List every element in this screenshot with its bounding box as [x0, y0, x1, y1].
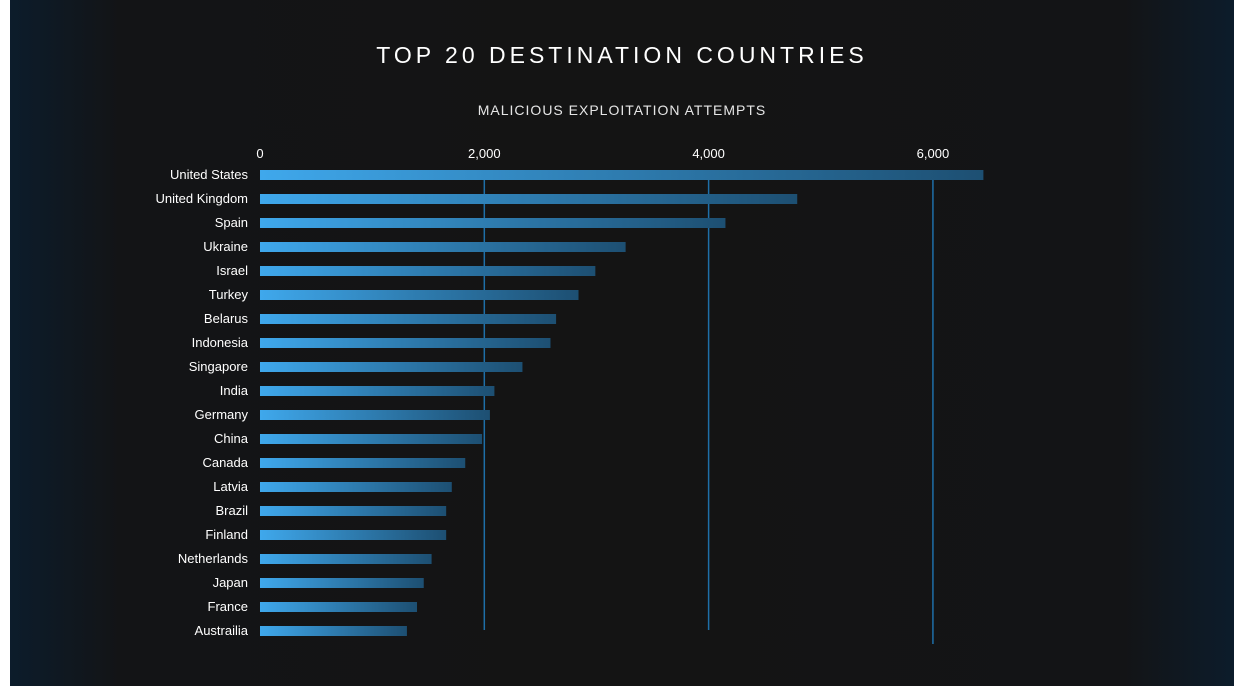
- bar: [260, 170, 984, 180]
- bar: [260, 218, 726, 228]
- category-label: Ukraine: [203, 239, 248, 254]
- x-tick-label: 6,000: [917, 146, 950, 161]
- bar: [260, 266, 596, 276]
- x-tick-label: 2,000: [468, 146, 501, 161]
- bar: [260, 410, 490, 420]
- category-label: Germany: [195, 407, 249, 422]
- bar: [260, 506, 447, 516]
- category-label: Canada: [202, 455, 248, 470]
- chart-subtitle: MALICIOUS EXPLOITATION ATTEMPTS: [477, 102, 767, 118]
- bar: [260, 290, 579, 300]
- category-label: Belarus: [204, 311, 249, 326]
- category-label: France: [208, 599, 248, 614]
- bar: [260, 362, 523, 372]
- x-tick-label: 4,000: [692, 146, 725, 161]
- bar: [260, 482, 452, 492]
- category-label: Singapore: [189, 359, 248, 374]
- bar: [260, 194, 798, 204]
- category-label: United States: [170, 167, 249, 182]
- bar-chart: 0 2,000 4,000 6,000 United States United Kin…: [156, 146, 984, 644]
- x-tick-label: 0: [256, 146, 263, 161]
- chart-title: TOP 20 DESTINATION COUNTRIES: [376, 42, 868, 68]
- category-label: Latvia: [213, 479, 248, 494]
- bar: [260, 314, 557, 324]
- bar: [260, 626, 407, 636]
- category-label: China: [214, 431, 249, 446]
- category-label: Indonesia: [192, 335, 249, 350]
- category-label: Austrailia: [195, 623, 249, 638]
- bar: [260, 578, 424, 588]
- bar: [260, 530, 447, 540]
- bar: [260, 458, 466, 468]
- category-label: India: [220, 383, 249, 398]
- category-label: Spain: [215, 215, 248, 230]
- category-label: Japan: [213, 575, 248, 590]
- chart-frame: TOP 20 DESTINATION COUNTRIES MALICIOUS E…: [10, 0, 1234, 686]
- category-label: Brazil: [215, 503, 248, 518]
- bar: [260, 338, 551, 348]
- bar: [260, 602, 418, 612]
- bar: [260, 434, 483, 444]
- category-label: Finland: [205, 527, 248, 542]
- category-label: Israel: [216, 263, 248, 278]
- category-label: Turkey: [209, 287, 249, 302]
- bar: [260, 386, 495, 396]
- category-label: Netherlands: [178, 551, 249, 566]
- bar: [260, 554, 432, 564]
- bar: [260, 242, 626, 252]
- category-label: United Kingdom: [156, 191, 249, 206]
